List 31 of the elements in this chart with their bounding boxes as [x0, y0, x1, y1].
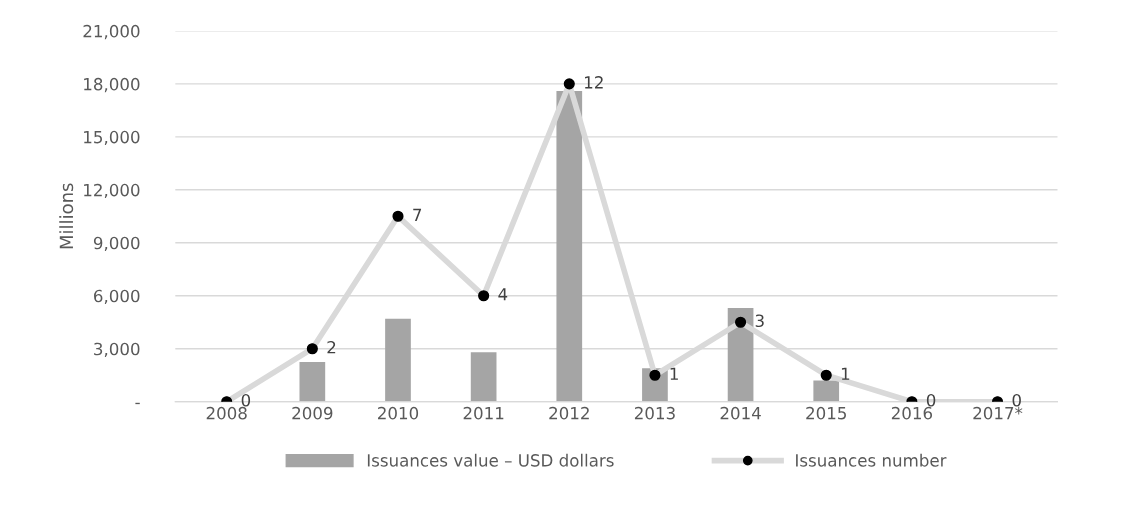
data-label: 1 — [841, 367, 850, 380]
y-tick-label: 21,000 — [83, 24, 140, 40]
x-tick-label: 2011 — [463, 406, 504, 420]
x-tick-label: 2012 — [549, 406, 589, 420]
y-tick-label: 3,000 — [94, 342, 140, 357]
data-label: 12 — [585, 76, 603, 89]
y-tick-label: - — [135, 402, 140, 405]
x-tick-label: 2009 — [292, 406, 333, 420]
x-tick-label: 2008 — [206, 406, 247, 420]
legend-label: Issuances value – USD dollars — [367, 453, 614, 467]
x-tick-label: 2017* — [973, 406, 1023, 420]
data-label: 3 — [755, 314, 764, 328]
x-tick-label: 2010 — [378, 406, 419, 420]
x-tick-label: 2014 — [720, 406, 761, 420]
y-tick-label: 15,000 — [84, 130, 140, 146]
y-tick-label: 18,000 — [84, 77, 140, 93]
data-label: 4 — [498, 288, 508, 301]
y-tick-label: 9,000 — [93, 236, 140, 252]
data-label: 1 — [670, 367, 678, 380]
y-axis-title: Millions — [59, 183, 74, 249]
y-tick-label: 6,000 — [94, 289, 140, 305]
data-label: 0 — [1012, 393, 1021, 407]
data-label: 2 — [327, 340, 336, 354]
x-tick-label: 2016 — [891, 406, 933, 420]
legend-label: Issuances number — [796, 453, 947, 467]
data-label: 7 — [413, 208, 422, 221]
data-label: 0 — [926, 393, 936, 407]
y-tick-label: 12,000 — [84, 183, 140, 199]
x-tick-label: 2015 — [806, 406, 846, 420]
x-tick-label: 2013 — [634, 406, 675, 420]
data-label: 0 — [241, 393, 251, 407]
